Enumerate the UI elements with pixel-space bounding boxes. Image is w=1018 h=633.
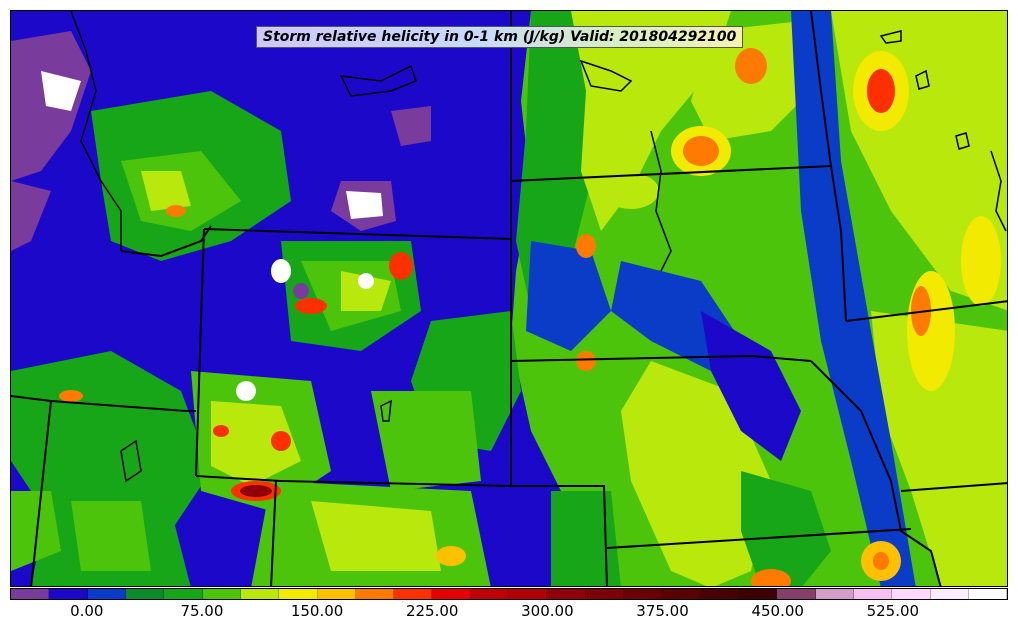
helicity-contours (11, 11, 1007, 586)
colorbar-cell (240, 589, 280, 599)
colorbar-cell (317, 589, 356, 599)
colorbar-cell (394, 589, 433, 599)
colorbar-cell (738, 589, 778, 599)
colorbar-tick-label: 375.00 (636, 602, 689, 620)
map-title: Storm relative helicity in 0-1 km (J/kg)… (256, 26, 744, 48)
colorbar-cell (700, 589, 739, 599)
colorbar-cell (968, 589, 1008, 599)
colorbar-cell (125, 589, 165, 599)
colorbar-cell (662, 589, 701, 599)
colorbar-tick-label: 75.00 (180, 602, 224, 620)
colorbar-tick-labels: 0.00 75.00 150.00 225.00 300.00 375.00 450.00 5… (10, 602, 1008, 626)
colorbar-cell (930, 589, 969, 599)
colorbar-cell (164, 589, 203, 599)
colorbar-cell (853, 589, 893, 599)
colorbar-cell (11, 589, 50, 599)
map-panel: Storm relative helicity in 0-1 km (J/kg)… (10, 10, 1008, 587)
colorbar-tick-label: 525.00 (866, 602, 920, 620)
colorbar-cell (355, 589, 395, 599)
colorbar-cell (624, 589, 663, 599)
colorbar-tick-label: 0.00 (70, 602, 104, 620)
colorbar-cell (279, 589, 318, 599)
colorbar-tick-label: 150.00 (290, 602, 344, 620)
colorbar-cell (892, 589, 931, 599)
colorbar-cell (432, 589, 471, 599)
colorbar-cell (202, 589, 241, 599)
colorbar-tick-label: 300.00 (521, 602, 574, 620)
colorbar-cell (470, 589, 510, 599)
colorbar-cell (547, 589, 586, 599)
colorbar-cell (49, 589, 88, 599)
state-boundaries (11, 11, 1007, 586)
helicity-map (11, 11, 1007, 586)
colorbar-cell (585, 589, 624, 599)
colorbar-cell (509, 589, 548, 599)
colorbar-tick-label: 225.00 (405, 602, 459, 620)
colorbar-cell (777, 589, 816, 599)
colorbar-tick-label: 450.00 (751, 602, 804, 620)
colorbar (10, 588, 1008, 600)
colorbar-cell (815, 589, 854, 599)
colorbar-cell (87, 589, 126, 599)
